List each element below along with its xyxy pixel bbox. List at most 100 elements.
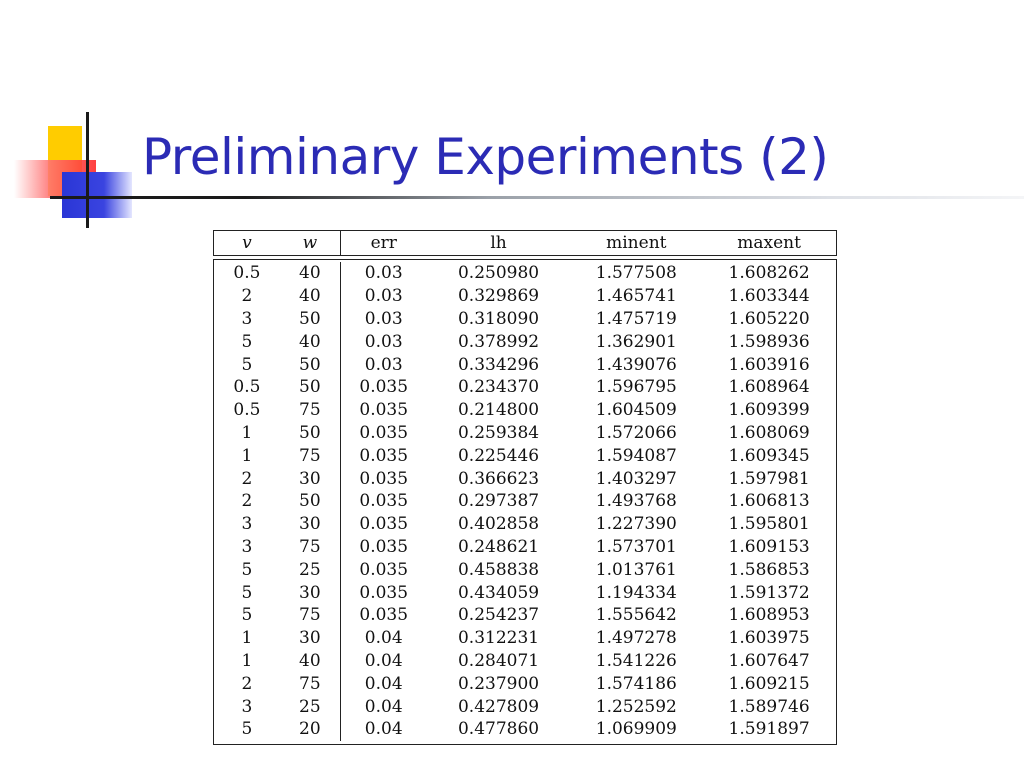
cell-maxent: 1.608953 — [728, 605, 810, 626]
cell-maxent: 1.609399 — [728, 400, 810, 421]
cell-maxent: 1.603344 — [728, 286, 810, 307]
cell-err: 0.035 — [359, 377, 409, 398]
header-w: w — [280, 231, 341, 255]
cell-minent: 1.194334 — [595, 582, 677, 603]
cell-minent: 1.013761 — [595, 559, 677, 580]
header-v: v — [242, 233, 252, 253]
cell-lh: 0.254237 — [457, 605, 540, 626]
cell-err: 0.035 — [359, 582, 409, 603]
cell-err: 0.04 — [364, 696, 403, 717]
blue-square-decoration — [62, 172, 132, 218]
header-err: err — [370, 233, 397, 253]
table-row: 1 30 0.04 0.312231 1.497278 1.603975 — [214, 626, 836, 650]
cell-v: 3 — [241, 514, 253, 535]
cell-err: 0.04 — [364, 673, 403, 694]
cell-maxent: 1.609345 — [728, 445, 810, 466]
cell-err: 0.04 — [364, 719, 403, 740]
cell-v: 5 — [241, 331, 253, 352]
cell-maxent: 1.609215 — [728, 673, 810, 694]
cell-minent: 1.574186 — [595, 673, 677, 694]
cell-maxent: 1.591897 — [728, 719, 810, 740]
table-row: 0.5 75 0.035 0.214800 1.604509 1.609399 — [214, 398, 836, 422]
results-table: v w err lh minent maxent 0.5 40 0.03 0.2509… — [213, 230, 837, 745]
cell-maxent: 1.589746 — [728, 696, 810, 717]
header-lh: lh — [490, 233, 507, 253]
cell-w: 50 — [280, 353, 341, 376]
table-row: 0.5 40 0.03 0.250980 1.577508 1.608262 — [214, 262, 836, 285]
cell-maxent: 1.606813 — [728, 491, 810, 512]
cell-w: 30 — [280, 467, 341, 490]
cell-err: 0.03 — [364, 308, 403, 329]
cell-lh: 0.214800 — [457, 400, 540, 421]
cell-minent: 1.465741 — [595, 286, 677, 307]
cell-lh: 0.329869 — [457, 286, 540, 307]
cell-v: 1 — [241, 628, 253, 649]
cell-err: 0.035 — [359, 400, 409, 421]
cell-err: 0.035 — [359, 605, 409, 626]
cell-err: 0.035 — [359, 445, 409, 466]
cell-minent: 1.596795 — [595, 377, 677, 398]
cell-maxent: 1.595801 — [728, 514, 810, 535]
table-row: 5 25 0.035 0.458838 1.013761 1.586853 — [214, 558, 836, 582]
cell-lh: 0.366623 — [457, 468, 540, 489]
table-row: 5 30 0.035 0.434059 1.194334 1.591372 — [214, 581, 836, 604]
cell-v: 5 — [241, 605, 253, 626]
cell-err: 0.03 — [364, 263, 403, 284]
cell-v: 3 — [241, 536, 253, 557]
cell-w: 50 — [280, 421, 341, 445]
table-row: 5 75 0.035 0.254237 1.555642 1.608953 — [214, 603, 836, 627]
cell-w: 50 — [280, 489, 341, 513]
cell-minent: 1.555642 — [595, 605, 677, 626]
cell-minent: 1.252592 — [595, 696, 677, 717]
cell-err: 0.04 — [364, 650, 403, 671]
table-row: 5 20 0.04 0.477860 1.069909 1.591897 — [214, 717, 836, 741]
cell-v: 0.5 — [233, 400, 261, 421]
cell-minent: 1.362901 — [595, 331, 677, 352]
cell-w: 25 — [280, 558, 341, 582]
cell-maxent: 1.603916 — [728, 354, 810, 375]
cell-err: 0.035 — [359, 422, 409, 443]
header-maxent: maxent — [737, 233, 801, 253]
cell-w: 30 — [280, 626, 341, 650]
cell-lh: 0.318090 — [457, 308, 540, 329]
cell-minent: 1.493768 — [595, 491, 677, 512]
cell-err: 0.03 — [364, 331, 403, 352]
cell-v: 0.5 — [233, 263, 261, 284]
cell-minent: 1.577508 — [595, 263, 677, 284]
cell-maxent: 1.608262 — [728, 263, 810, 284]
cell-lh: 0.237900 — [457, 673, 540, 694]
table-row: 2 75 0.04 0.237900 1.574186 1.609215 — [214, 672, 836, 696]
cell-maxent: 1.586853 — [728, 559, 810, 580]
cell-lh: 0.458838 — [457, 559, 540, 580]
cell-w: 30 — [280, 581, 341, 604]
cell-minent: 1.069909 — [595, 719, 677, 740]
cell-v: 5 — [241, 719, 253, 740]
cell-w: 75 — [280, 398, 341, 422]
cell-w: 50 — [280, 375, 341, 399]
cell-minent: 1.227390 — [595, 514, 677, 535]
cell-lh: 0.427809 — [457, 696, 540, 717]
cell-maxent: 1.609153 — [728, 536, 810, 557]
cell-err: 0.035 — [359, 536, 409, 557]
table-header: v w err lh minent maxent — [213, 230, 837, 256]
cell-w: 30 — [280, 512, 341, 536]
table-row: 3 30 0.035 0.402858 1.227390 1.595801 — [214, 512, 836, 536]
slide-decoration — [0, 0, 1024, 240]
cell-lh: 0.334296 — [457, 354, 540, 375]
cell-err: 0.04 — [364, 628, 403, 649]
slide-title: Preliminary Experiments (2) — [142, 128, 829, 186]
cell-w: 40 — [280, 262, 341, 285]
cell-w: 40 — [280, 284, 341, 308]
cell-v: 3 — [241, 308, 253, 329]
cell-err: 0.035 — [359, 559, 409, 580]
cell-v: 5 — [241, 582, 253, 603]
table-row: 5 40 0.03 0.378992 1.362901 1.598936 — [214, 330, 836, 354]
cell-lh: 0.312231 — [457, 628, 540, 649]
cell-w: 75 — [280, 535, 341, 559]
cell-minent: 1.497278 — [595, 628, 677, 649]
cell-err: 0.035 — [359, 468, 409, 489]
cell-err: 0.035 — [359, 491, 409, 512]
cell-w: 40 — [280, 330, 341, 354]
cell-err: 0.035 — [359, 514, 409, 535]
cell-w: 50 — [280, 307, 341, 331]
